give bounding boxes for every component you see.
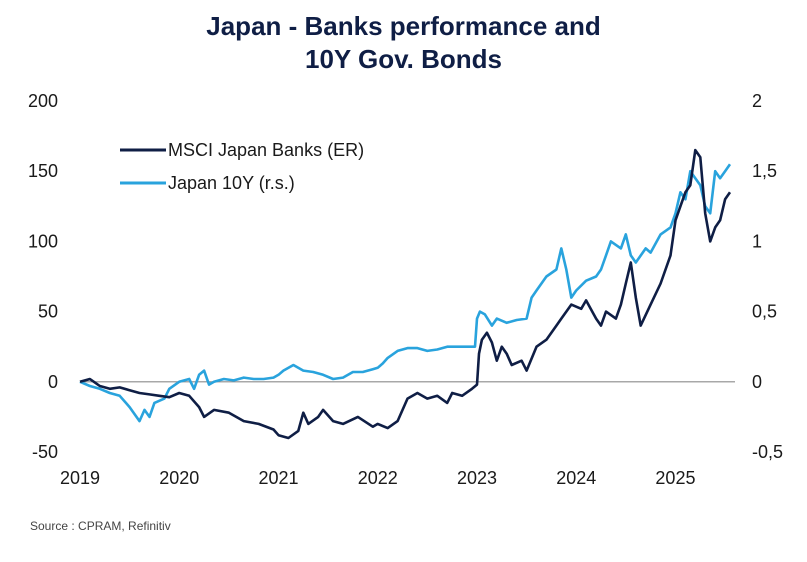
legend-label: MSCI Japan Banks (ER) xyxy=(168,140,364,160)
y-left-tick-label: 0 xyxy=(48,372,58,392)
y-right-tick-label: 2 xyxy=(752,91,762,111)
y-right-axis: 2 1,5 1 0,5 0 -0,5 xyxy=(752,91,783,462)
y-right-tick-label: -0,5 xyxy=(752,442,783,462)
y-right-tick-label: 1 xyxy=(752,231,762,251)
source-note: Source : CPRAM, Refinitiv xyxy=(30,519,171,533)
x-tick-label: 2020 xyxy=(159,468,199,488)
x-tick-label: 2023 xyxy=(457,468,497,488)
x-tick-label: 2021 xyxy=(258,468,298,488)
x-axis: 2019 2020 2021 2022 2023 2024 2025 xyxy=(60,468,696,488)
y-left-tick-label: -50 xyxy=(32,442,58,462)
y-left-axis: 200 150 100 50 0 -50 xyxy=(28,91,58,462)
y-right-tick-label: 1,5 xyxy=(752,161,777,181)
series-layer xyxy=(79,148,732,440)
chart-title-line-2: 10Y Gov. Bonds xyxy=(305,44,502,74)
chart-title: Japan - Banks performance and 10Y Gov. B… xyxy=(0,10,807,76)
series-line-msci-japan-banks xyxy=(79,148,732,440)
legend-label: Japan 10Y (r.s.) xyxy=(168,173,295,193)
x-tick-label: 2019 xyxy=(60,468,100,488)
x-tick-label: 2025 xyxy=(655,468,695,488)
y-left-tick-label: 50 xyxy=(38,302,58,322)
x-tick-label: 2024 xyxy=(556,468,596,488)
y-left-tick-label: 200 xyxy=(28,91,58,111)
y-left-tick-label: 100 xyxy=(28,231,58,251)
y-right-tick-label: 0,5 xyxy=(752,302,777,322)
y-left-tick-label: 150 xyxy=(28,161,58,181)
legend: MSCI Japan Banks (ER) Japan 10Y (r.s.) xyxy=(120,140,364,193)
y-right-tick-label: 0 xyxy=(752,372,762,392)
x-tick-label: 2022 xyxy=(358,468,398,488)
chart-title-line-1: Japan - Banks performance and xyxy=(206,11,601,41)
series-line-japan-10y xyxy=(79,163,732,423)
